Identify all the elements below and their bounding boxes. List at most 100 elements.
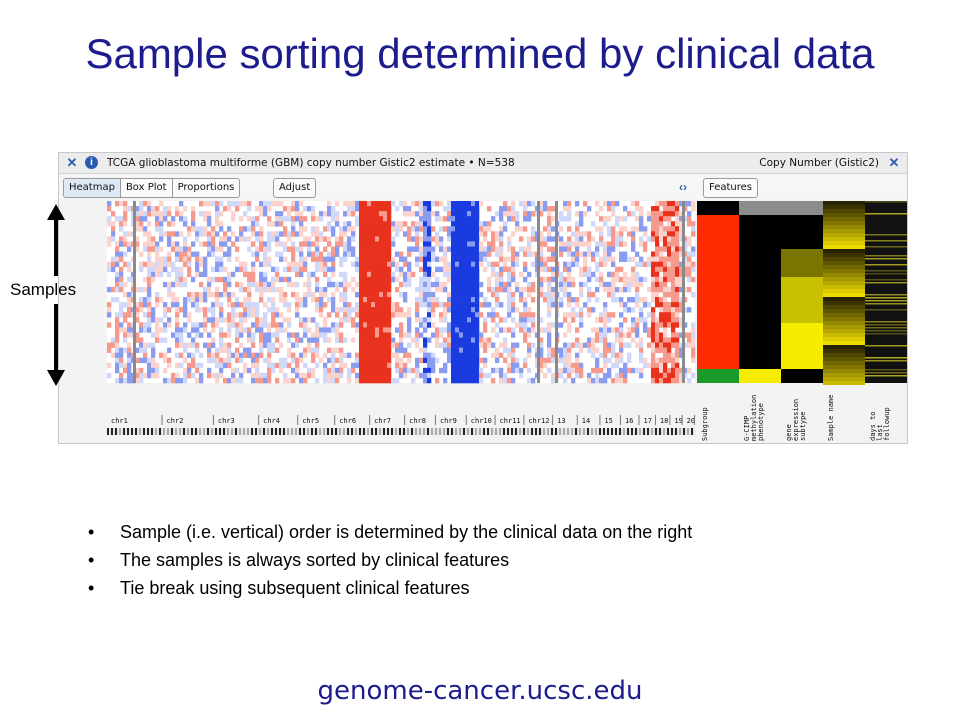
heatmap-cell <box>155 221 160 227</box>
heatmap-cell <box>119 312 124 318</box>
heatmap-cell <box>671 206 676 212</box>
heatmap-cell <box>471 367 476 374</box>
heatmap-cell <box>419 297 424 303</box>
heatmap-cell <box>559 367 564 374</box>
heatmap-cell <box>447 297 452 303</box>
heatmap-cell <box>163 337 168 343</box>
heatmap-cell <box>659 297 664 303</box>
ideogram-band <box>387 428 389 435</box>
heatmap-cell <box>539 241 544 247</box>
heatmap-cell <box>407 261 412 268</box>
heatmap-cell <box>551 292 556 298</box>
heatmap-cell <box>607 372 612 379</box>
heatmap-cell <box>143 327 148 333</box>
adjust-button[interactable]: Adjust <box>273 178 317 198</box>
heatmap-cell <box>227 246 232 252</box>
tab-box-plot[interactable]: Box Plot <box>121 179 173 197</box>
heatmap-cell <box>663 276 668 283</box>
heatmap-cell <box>547 297 552 303</box>
ideogram-band <box>671 428 673 435</box>
heatmap-cell <box>287 261 292 268</box>
ideogram-band <box>247 428 249 435</box>
heatmap-cell <box>455 236 460 242</box>
heatmap-cell <box>151 367 156 374</box>
heatmap-cell <box>663 286 668 293</box>
heatmap-cell <box>383 372 388 379</box>
heatmap-cell <box>387 256 392 262</box>
heatmap-cell <box>471 362 476 369</box>
heatmap-cell <box>495 281 500 288</box>
heatmap-cell <box>675 246 680 252</box>
heatmap-cell <box>475 231 480 237</box>
heatmap-cell <box>375 352 380 359</box>
heatmap-cell <box>387 211 392 217</box>
heatmap-cell <box>319 236 324 242</box>
heatmap-cell <box>615 231 620 237</box>
heatmap-cell <box>199 352 204 359</box>
heatmap-cell <box>619 231 624 237</box>
heatmap-cell <box>363 362 368 369</box>
heatmap-cell <box>675 332 680 338</box>
heatmap-cell <box>195 342 200 348</box>
heatmap-cell <box>211 307 216 313</box>
close-icon[interactable]: ✕ <box>66 155 78 170</box>
heatmap-cell <box>291 292 296 298</box>
heatmap-cell <box>679 286 684 293</box>
tab-heatmap[interactable]: Heatmap <box>64 179 121 197</box>
heatmap-cell <box>495 322 500 328</box>
heatmap-cell <box>111 231 116 237</box>
heatmap-cell <box>363 367 368 374</box>
heatmap-cell <box>499 377 504 384</box>
heatmap-cell <box>583 241 588 247</box>
heatmap-cell <box>451 322 456 328</box>
heatmap-cell <box>547 246 552 252</box>
heatmap-cell <box>171 246 176 252</box>
heatmap-cell <box>279 312 284 318</box>
heatmap-cell <box>691 251 696 257</box>
heatmap-cell <box>307 276 312 283</box>
heatmap-cell <box>523 226 528 232</box>
ideogram-band <box>327 428 329 435</box>
heatmap-cell <box>135 221 140 227</box>
heatmap-cell <box>603 312 608 318</box>
heatmap-cell <box>659 377 664 384</box>
heatmap-cell <box>311 211 316 217</box>
heatmap-cell <box>471 256 476 262</box>
heatmap-cell <box>335 251 340 257</box>
heatmap-cell <box>275 241 280 247</box>
close-icon[interactable]: ✕ <box>888 155 900 170</box>
heatmap-cell <box>431 322 436 328</box>
heatmap-cell <box>379 201 384 207</box>
heatmap-cell <box>671 337 676 343</box>
heatmap-cell <box>355 357 360 364</box>
heatmap-cell <box>235 337 240 343</box>
heatmap-cell <box>607 256 612 262</box>
heatmap-cell <box>551 216 556 222</box>
heatmap-cell <box>203 211 208 217</box>
heatmap-cell <box>371 312 376 318</box>
heatmap-cell <box>387 201 392 207</box>
features-button[interactable]: Features <box>703 178 758 198</box>
heatmap-cell <box>251 216 256 222</box>
heatmap-cell <box>267 352 272 359</box>
heatmap-cell <box>619 372 624 379</box>
heatmap-cell <box>243 347 248 353</box>
info-icon[interactable]: i <box>85 156 98 169</box>
heatmap-cell <box>547 216 552 222</box>
ideogram-band <box>503 428 505 435</box>
heatmap-cell <box>159 201 164 207</box>
heatmap-cell <box>239 357 244 364</box>
heatmap-cell <box>155 206 160 212</box>
heatmap-cell <box>247 367 252 374</box>
heatmap-cell <box>483 372 488 379</box>
heatmap-cell <box>247 327 252 333</box>
heatmap-cell <box>459 261 464 268</box>
heatmap-cell <box>523 286 528 293</box>
heatmap-cell <box>291 256 296 262</box>
heatmap-cell <box>247 307 252 313</box>
swap-arrows-icon[interactable]: ‹› <box>679 180 687 194</box>
heatmap-cell <box>635 286 640 293</box>
heatmap-cell <box>439 256 444 262</box>
tab-proportions[interactable]: Proportions <box>177 182 235 193</box>
heatmap-cell <box>683 251 688 257</box>
